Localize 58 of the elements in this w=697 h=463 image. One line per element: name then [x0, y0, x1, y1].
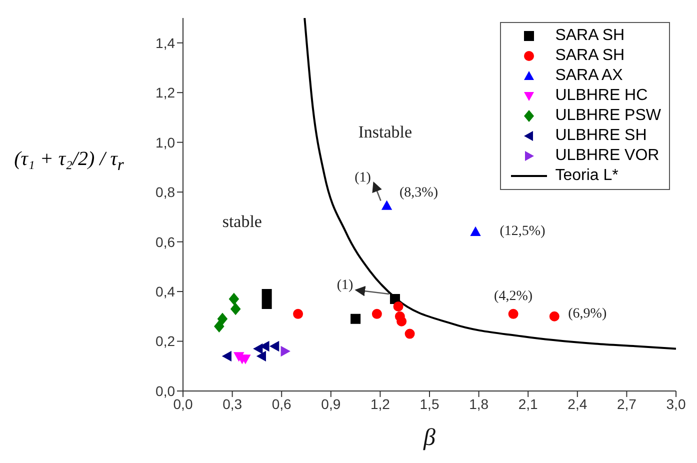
y-tick-label: 0,0: [156, 382, 176, 399]
legend-label: SARA SH: [555, 26, 625, 46]
x-tick-label: 0,0: [173, 396, 193, 412]
point: [256, 351, 266, 362]
x-tick-label: 0,6: [272, 396, 292, 412]
point: [293, 308, 304, 319]
y-tick-label: 1,0: [156, 134, 176, 150]
x-tick-label: 2,7: [616, 396, 637, 412]
point: [270, 341, 280, 352]
y-tick-label: 0,6: [156, 234, 176, 250]
point: [470, 226, 481, 236]
annotation: (8,3%): [400, 186, 438, 201]
point: [396, 316, 407, 326]
point: [404, 328, 415, 339]
point: [262, 298, 272, 309]
point: [350, 314, 361, 324]
point: [382, 200, 392, 210]
annotation: (6,9%): [568, 306, 607, 322]
x-tick-label: 0,9: [321, 396, 341, 412]
y-tick-label: 0,4: [156, 284, 176, 300]
x-tick-label: 1,8: [469, 396, 489, 412]
annotation: (1): [336, 278, 354, 294]
point: [280, 346, 290, 356]
legend-label: SARA AX: [555, 66, 623, 86]
point: [262, 289, 272, 300]
point: [508, 308, 518, 319]
x-tick-label: 2,4: [568, 396, 588, 412]
annotation: Instable: [358, 122, 412, 142]
point: [230, 303, 241, 315]
point: [222, 351, 232, 362]
x-axis-title: β: [422, 425, 436, 451]
point: [372, 308, 382, 319]
y-tick-label: 1,2: [156, 84, 176, 101]
line-series: [304, 18, 676, 350]
y-tick-label: 0,2: [156, 333, 176, 350]
legend-label: ULBHRE HC: [555, 86, 648, 106]
annotation: (12,5%): [500, 224, 546, 240]
y-tick-label: 0,8: [156, 184, 176, 200]
legend-label: ULBHRE SH: [555, 126, 647, 146]
point: [217, 312, 228, 325]
legend-label: ULBHRE VOR: [555, 146, 660, 166]
x-tick-label: 1,2: [370, 396, 390, 412]
x-tick-label: 0,3: [222, 396, 242, 412]
point: [228, 293, 239, 305]
x-tick-label: 2,1: [518, 396, 538, 412]
y-tick-label: 1,4: [156, 34, 176, 51]
y-axis-title: (τ₁ + τ₂/2) / τ$_{r}$: [13, 148, 125, 175]
legend-label: Teoria L*: [555, 166, 618, 186]
x-tick-label: 1,5: [420, 396, 440, 412]
point: [214, 320, 224, 332]
legend-label: ULBHRE PSW: [555, 106, 661, 126]
point: [393, 301, 404, 312]
x-tick-label: 3,0: [666, 396, 686, 412]
annotation: (1): [354, 170, 372, 186]
annotation: (4,2%): [494, 289, 533, 304]
point: [549, 311, 560, 322]
annotation: stable: [222, 212, 262, 232]
legend-label: SARA SH: [555, 46, 625, 66]
